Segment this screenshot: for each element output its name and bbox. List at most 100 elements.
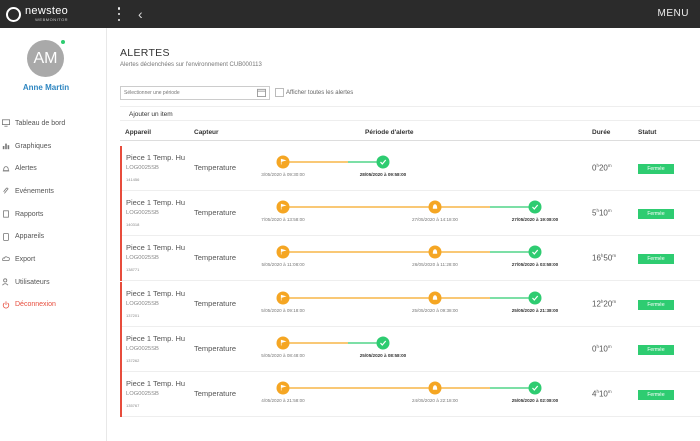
check-glyph (532, 204, 539, 211)
alert-start-time: 4/05/2020 à 21:58:00 (261, 398, 305, 403)
back-button[interactable]: ‹ (138, 6, 143, 22)
status-badge: Fermée (638, 390, 674, 400)
header-duree[interactable]: Durée (592, 129, 611, 136)
table-row[interactable]: Piece 1 Temp. Hu LOG0025SB 140318 Temper… (120, 191, 700, 237)
sidebar-item-label: Déconnexion (15, 301, 56, 309)
duration-minutes: 10 (598, 344, 608, 354)
flag-icon (276, 381, 290, 395)
check-icon (528, 245, 542, 259)
header-statut[interactable]: Statut (638, 129, 657, 136)
sidebar-item-appareils[interactable]: Appareils (0, 225, 107, 248)
alert-end-time: 25/05/2020 à 08:58:00 (360, 353, 407, 358)
alert-start-time: 7/05/2020 à 13:58:00 (261, 217, 305, 222)
device-name[interactable]: Piece 1 Temp. Hu (126, 153, 186, 162)
device-name[interactable]: Piece 1 Temp. Hu (126, 333, 186, 343)
check-glyph (532, 250, 539, 256)
sidebar-item-export[interactable]: Export (0, 248, 107, 271)
sidebar-item-utilisateurs[interactable]: Utilisateurs (0, 271, 107, 294)
header-appareil[interactable]: Appareil (125, 129, 152, 136)
header-periode[interactable]: Période d'alerte (365, 129, 414, 136)
show-all-checkbox[interactable] (275, 88, 284, 97)
device-name[interactable]: Piece 1 Temp. Hu (126, 288, 186, 298)
duration-hours-unit: h (596, 208, 599, 214)
table-row[interactable]: Piece 1 Temp. Hu LOG0025SB 135767 Temper… (120, 372, 700, 417)
paperclip-icon (1, 187, 10, 196)
avatar-initials: AM (33, 49, 58, 67)
duration-minutes: 10 (598, 389, 608, 399)
duration-hours: 4 (592, 389, 597, 399)
duration-minutes-unit: m (612, 298, 617, 304)
main-content: ALERTES Alertes déclenchées sur l'enviro… (107, 28, 700, 441)
device-name[interactable]: Piece 1 Temp. Hu (126, 243, 186, 253)
tablet-icon (1, 232, 10, 241)
device-name[interactable]: Piece 1 Temp. Hu (126, 379, 186, 388)
alert-indicator (120, 281, 122, 327)
sidebar-item-evenements[interactable]: Evénements (0, 180, 107, 203)
duration-hours-unit: h (600, 253, 604, 259)
device-id: 140318 (126, 222, 140, 228)
duration-minutes-unit: m (607, 343, 612, 349)
menu-button[interactable]: MENU (657, 8, 689, 19)
check-glyph (532, 295, 539, 301)
sidebar-item-tableau-de-bord[interactable]: Tableau de bord (0, 112, 107, 135)
duration-minutes-unit: m (612, 253, 617, 259)
period-input[interactable] (120, 86, 270, 100)
flag-icon (276, 200, 290, 214)
duration-hours: 16 (592, 254, 601, 264)
online-status-icon (60, 39, 66, 45)
table-row[interactable]: Piece 1 Temp. Hu LOG0025SB 141456 Temper… (120, 146, 700, 191)
sidebar-item-label: Evénements (15, 187, 54, 195)
avatar[interactable]: AM (27, 40, 64, 77)
alert-indicator (120, 372, 122, 417)
cloud-icon (1, 255, 10, 264)
sidebar-item-graphiques[interactable]: Graphiques (0, 135, 107, 158)
show-all-alerts-toggle[interactable]: Afficher toutes les alertes (275, 88, 353, 97)
alert-start-time: 5/05/2020 à 11:08:00 (261, 262, 305, 267)
page-title: ALERTES (120, 47, 170, 59)
bell-glyph (432, 385, 438, 390)
check-glyph (380, 340, 387, 346)
alert-timeline: 5/05/2020 à 11:08:00 26/05/2020 à 11:28:0… (261, 245, 559, 267)
duration-minutes: 20 (598, 163, 608, 173)
header-capteur[interactable]: Capteur (194, 129, 219, 136)
user-name[interactable]: Anne Martin (22, 83, 70, 92)
sidebar-nav: Tableau de bord Graphiques Alertes Evéne… (0, 112, 107, 316)
check-icon (528, 200, 542, 214)
sensor-name: Temperature (194, 208, 237, 218)
alert-end-time: 28/05/2020 à 09:58:00 (360, 172, 407, 177)
alert-peak-time: 25/05/2020 à 09:38:00 (412, 308, 458, 313)
duration-hours-unit: h (600, 298, 604, 304)
duration-minutes-unit: m (607, 208, 612, 214)
sidebar-item-rapports[interactable]: Rapports (0, 203, 107, 226)
duration: 12h20m (592, 299, 616, 309)
alert-timeline: 4/05/2020 à 21:58:00 24/05/2020 à 22:18:0… (261, 381, 559, 403)
sidebar-item-label: Appareils (15, 233, 45, 241)
table-row[interactable]: Piece 1 Temp. Hu LOG0025SB 138771 Temper… (120, 236, 700, 282)
duration-hours: 0 (592, 163, 597, 173)
duration: 0h20m (592, 163, 612, 173)
more-options-icon[interactable] (116, 7, 122, 21)
sidebar-item-label: Alertes (15, 165, 37, 173)
flag-glyph (280, 158, 287, 165)
calendar-icon[interactable] (257, 88, 266, 97)
top-bar: newsteo WEBMONITOR ‹ MENU (0, 0, 700, 28)
status-badge: Fermée (638, 299, 674, 310)
sidebar-item-label: Tableau de bord (15, 119, 66, 127)
add-item-button[interactable]: Ajouter un item (120, 106, 700, 121)
duration-hours-unit: h (596, 163, 599, 168)
sidebar-item-alertes[interactable]: Alertes (0, 157, 107, 180)
status-badge: Fermée (638, 344, 674, 355)
bar-chart-icon (1, 142, 10, 151)
show-all-label: Afficher toutes les alertes (286, 89, 354, 96)
device-name[interactable]: Piece 1 Temp. Hu (126, 198, 186, 208)
table-header: Appareil Capteur Période d'alerte Durée … (120, 125, 700, 141)
sidebar-item-deconnexion[interactable]: Déconnexion (0, 294, 107, 317)
duration-minutes: 20 (603, 299, 613, 309)
brand-logo[interactable]: newsteo WEBMONITOR (0, 0, 107, 28)
status-badge: Fermée (638, 209, 674, 220)
device-id: 141456 (126, 177, 140, 182)
alert-indicator (120, 326, 122, 372)
table-row[interactable]: Piece 1 Temp. Hu LOG0025SB 137262 Temper… (120, 326, 700, 372)
table-row[interactable]: Piece 1 Temp. Hu LOG0025SB 137201 Temper… (120, 281, 700, 327)
alert-timeline: 5/05/2020 à 09:18:00 25/05/2020 à 09:38:0… (261, 291, 559, 313)
